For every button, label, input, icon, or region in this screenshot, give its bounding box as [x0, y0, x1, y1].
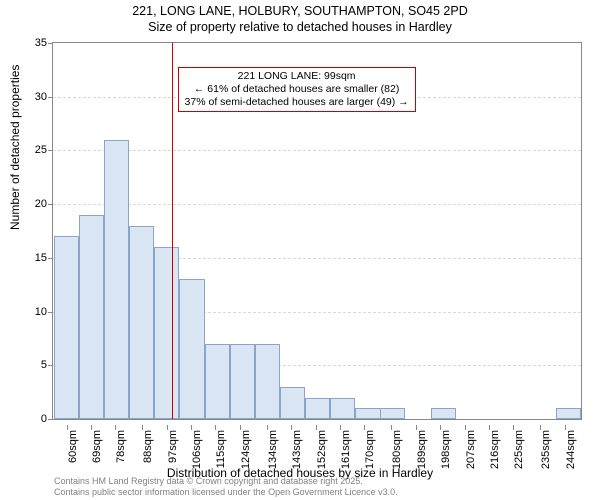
attribution-line-2: Contains public sector information licen… — [54, 487, 398, 498]
x-tick-label: 143sqm — [291, 430, 303, 469]
annotation-line: 37% of semi-detached houses are larger (… — [185, 96, 409, 109]
y-tick-mark — [48, 365, 53, 366]
grid-line — [53, 150, 581, 151]
histogram-bar — [431, 408, 456, 419]
x-tick-label: 88sqm — [142, 430, 154, 463]
histogram-bar — [556, 408, 581, 419]
x-tick-label: 216sqm — [489, 430, 501, 469]
attribution-line-1: Contains HM Land Registry data © Crown c… — [54, 476, 398, 487]
x-tick-label: 106sqm — [191, 430, 203, 469]
y-tick-mark — [48, 258, 53, 259]
x-tick-label: 115sqm — [215, 430, 227, 468]
histogram-bar — [280, 387, 305, 419]
histogram-bar — [255, 344, 280, 419]
histogram-bar — [129, 226, 154, 419]
x-tick-label: 134sqm — [267, 430, 279, 469]
x-tick-label: 170sqm — [364, 430, 376, 469]
x-tick-label: 161sqm — [340, 430, 352, 469]
histogram-bar — [179, 279, 204, 419]
y-tick-mark — [48, 150, 53, 151]
x-tick-label: 97sqm — [167, 430, 179, 463]
histogram-bar — [330, 398, 355, 419]
x-tick-label: 78sqm — [115, 430, 127, 463]
x-tick-label: 244sqm — [565, 430, 577, 469]
reference-line — [172, 43, 173, 419]
y-tick-mark — [48, 97, 53, 98]
histogram-bar — [79, 215, 104, 419]
x-tick-label: 225sqm — [513, 430, 525, 469]
annotation-box: 221 LONG LANE: 99sqm← 61% of detached ho… — [178, 67, 416, 112]
x-tick-label: 60sqm — [67, 430, 79, 463]
grid-line — [53, 204, 581, 205]
x-tick-label: 198sqm — [440, 430, 452, 469]
attribution: Contains HM Land Registry data © Crown c… — [54, 476, 398, 498]
histogram-bar — [230, 344, 255, 419]
histogram-bar — [104, 140, 129, 419]
x-tick-label: 124sqm — [240, 430, 252, 469]
histogram-bar — [355, 408, 380, 419]
annotation-line: ← 61% of detached houses are smaller (82… — [185, 83, 409, 96]
y-tick-mark — [48, 204, 53, 205]
chart-title-block: 221, LONG LANE, HOLBURY, SOUTHAMPTON, SO… — [0, 0, 600, 35]
histogram-bar — [154, 247, 179, 419]
chart-plot-area: 0510152025303560sqm69sqm78sqm88sqm97sqm1… — [52, 42, 582, 420]
title-line-2: Size of property relative to detached ho… — [0, 20, 600, 36]
y-tick-mark — [48, 312, 53, 313]
y-tick-mark — [48, 43, 53, 44]
histogram-bar — [305, 398, 330, 419]
x-tick-label: 180sqm — [391, 430, 403, 469]
histogram-bar — [205, 344, 230, 419]
x-tick-label: 152sqm — [316, 430, 328, 469]
y-axis-label: Number of detached properties — [8, 65, 22, 230]
x-tick-label: 207sqm — [465, 430, 477, 469]
histogram-bar — [380, 408, 405, 419]
x-tick-label: 189sqm — [416, 430, 428, 469]
histogram-bar — [54, 236, 79, 419]
y-tick-mark — [48, 419, 53, 420]
x-tick-label: 235sqm — [540, 430, 552, 469]
title-line-1: 221, LONG LANE, HOLBURY, SOUTHAMPTON, SO… — [0, 4, 600, 20]
annotation-line: 221 LONG LANE: 99sqm — [185, 70, 409, 83]
x-tick-label: 69sqm — [91, 430, 103, 463]
